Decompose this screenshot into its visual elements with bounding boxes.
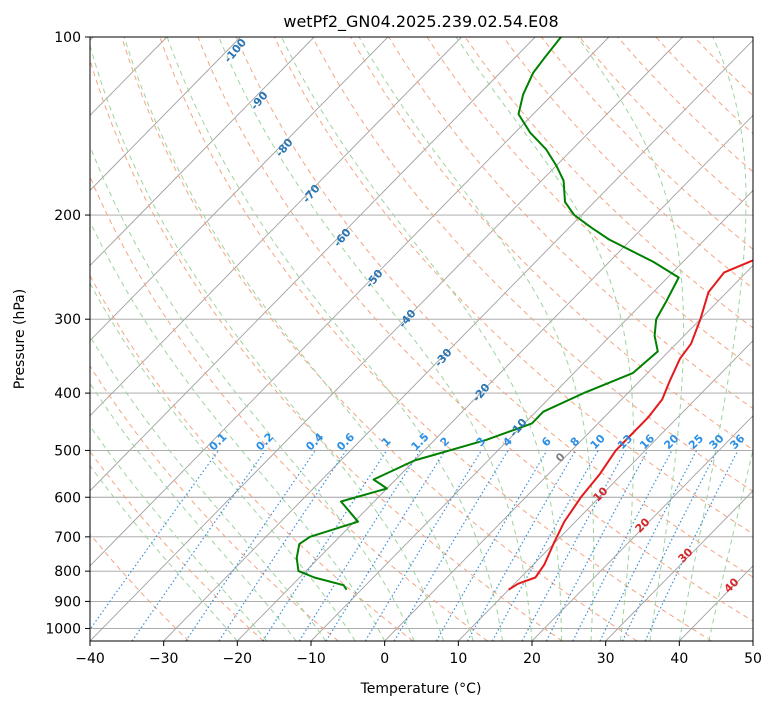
isotherm-line [90,37,315,267]
isotherm-line [237,114,753,641]
mixing-ratio-line [466,450,577,641]
x-axis-title: Temperature (°C) [360,681,482,697]
chart-grid [90,37,753,641]
x-tick-label: 40 [670,651,688,667]
plot-frame [89,36,754,642]
y-tick-label: 1000 [45,621,81,637]
isotherm-line [384,264,753,641]
y-tick-label: 800 [54,564,81,580]
moist-adiabat-line [90,144,415,641]
isotherm-line [90,37,683,641]
dry-adiabat-line [426,37,753,369]
y-axis-title: Pressure (hPa) [12,289,28,389]
chart-axes: −40 −30 −20 −10 0 10 20 30 40 50 1000 900 800 700 600 5… [45,30,762,667]
mixing-ratio-line [218,450,347,641]
x-tick-label: 10 [449,651,467,667]
chart-title: wetPf2_GN04.2025.239.02.54.E08 [283,12,558,32]
moist-adiabat-line [678,37,747,641]
moist-adiabat-line [90,220,386,641]
moist-adiabat-line [358,37,595,641]
mixing-ratio-line [491,450,599,641]
moist-adiabat-line [90,43,445,641]
moist-adiabat-line [281,37,562,641]
isotherm-line [163,39,753,641]
chart-lines [295,37,753,591]
mixing-ratio-line [131,450,266,641]
isotherm-line [531,415,753,641]
moist-adiabat-line [90,335,327,641]
isotherm-line [90,37,462,417]
mixing-ratio-line [262,450,388,641]
x-tick-label: 50 [744,651,762,667]
dry-adiabat-line [90,365,339,641]
isotherm-line [90,37,610,567]
x-tick-label: −40 [75,651,105,667]
isotherm-line [310,189,753,641]
y-tick-label: 500 [54,443,81,459]
y-tick-label: 900 [54,594,81,610]
moist-adiabat-line [577,37,685,641]
x-tick-label: −20 [223,651,253,667]
mixing-ratio-line [621,450,718,641]
moist-adiabat-line [90,425,268,641]
mixing-ratio-line [599,450,698,641]
mixing-ratio-line [90,450,219,631]
temperature-profile-line [508,259,753,591]
mixing-ratio-line [298,450,422,641]
x-tick-label: −10 [296,651,326,667]
dry-adiabat-line [312,37,753,493]
dry-adiabat-line [273,37,753,535]
isotherm-line [752,640,753,641]
moist-adiabat-line [90,382,297,641]
moist-adiabat-line [166,37,503,641]
isotherm-line [90,37,241,192]
x-tick-label: −30 [149,651,179,667]
isotherm-line [90,37,536,492]
moist-adiabat-line [455,37,635,641]
mixing-ratio-line [364,450,483,641]
x-tick-label: 30 [597,651,615,667]
x-tick-label: 20 [523,651,541,667]
dry-adiabat-line [464,37,753,329]
y-tick-label: 700 [54,530,81,546]
mixing-ratio-line [185,450,316,641]
dry-adiabat-line [90,58,563,641]
mixing-ratio-line [521,450,627,641]
isotherm-line [458,339,753,641]
y-tick-label: 200 [54,208,81,224]
dewpoint-profile-line [295,37,680,591]
y-tick-label: 600 [54,490,81,506]
y-tick-label: 300 [54,312,81,328]
y-tick-label: 100 [54,30,81,46]
dry-adiabat-line [121,37,638,641]
x-tick-label: 0 [380,651,389,667]
moist-adiabat-line [90,464,238,641]
isotherm-line [605,490,753,641]
dry-adiabat-line [90,274,414,641]
plot-background [90,37,753,641]
y-tick-label: 400 [54,386,81,402]
